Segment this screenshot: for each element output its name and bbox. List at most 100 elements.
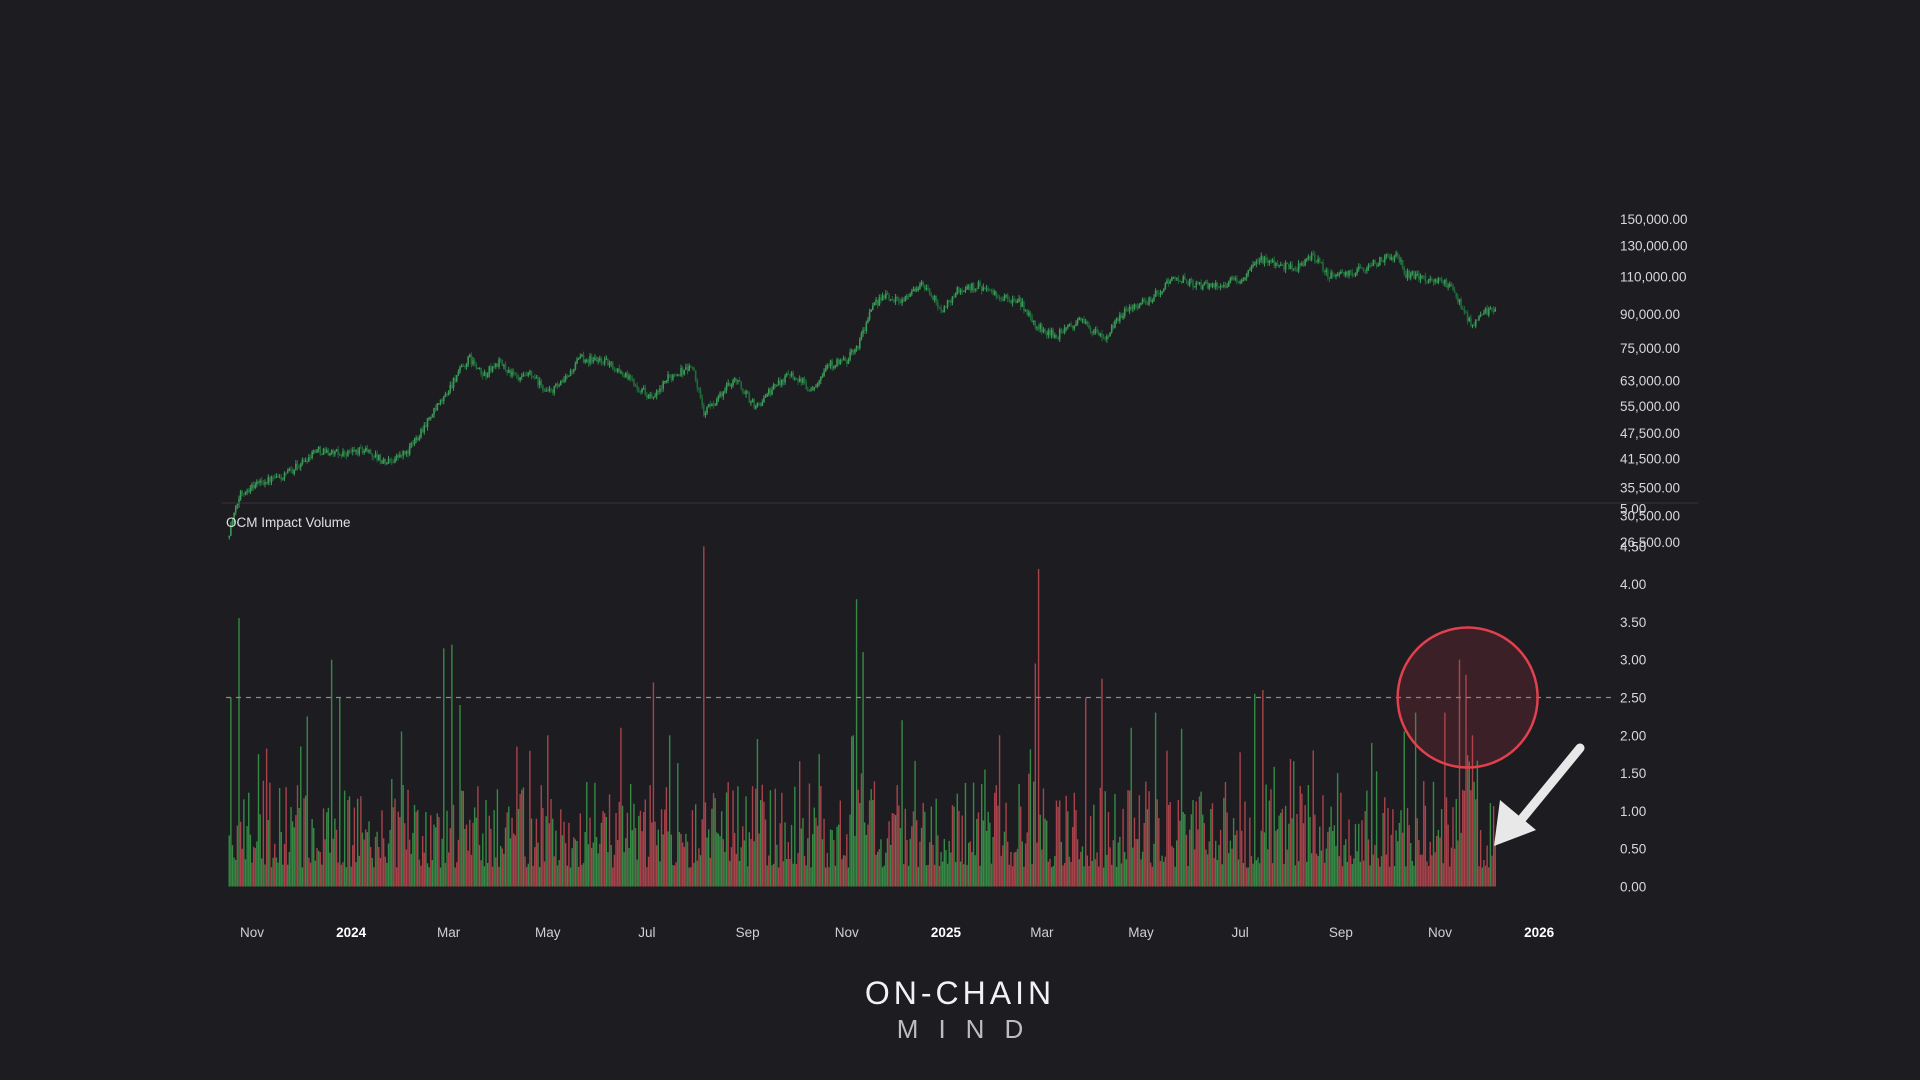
price-candle [686,367,689,371]
price-candle [1249,269,1251,271]
price-candle [540,380,543,386]
price-candle [1312,253,1315,255]
price-candle [1075,323,1077,326]
price-candle [1206,282,1209,289]
price-candle [1240,280,1243,283]
volume-bar [898,805,900,887]
price-candle [415,437,417,440]
volume-bar [447,852,450,887]
price-candle [1422,275,1425,277]
time-tick-label: Sep [736,925,760,940]
price-candle [1257,261,1259,263]
volume-bar [683,846,685,887]
price-tick-label: 41,500.00 [1620,451,1680,466]
price-candle [1028,312,1030,315]
time-tick-label: Mar [1030,925,1054,940]
volume-bar [1275,830,1277,887]
volume-bar [571,848,573,887]
volume-bar [1039,814,1041,887]
volume-bar [1135,839,1137,887]
price-candle [1185,279,1188,281]
volume-bar [727,782,729,887]
price-candle [1252,264,1254,267]
price-candle [295,463,297,470]
price-candle [1172,277,1175,279]
price-candle [1236,278,1238,282]
price-candle [1166,280,1168,284]
price-candle [1000,298,1003,300]
price-candle [800,378,803,383]
price-candle [846,360,848,364]
volume-bar [1476,760,1479,887]
price-candle [776,385,778,387]
price-tick-label: 130,000.00 [1620,239,1688,254]
volume-bar [1406,807,1409,887]
price-candle [862,329,864,334]
price-candle [922,282,924,285]
price-candle [789,374,791,376]
volume-bar [423,852,425,887]
price-candle [885,293,887,299]
price-candle [416,437,419,440]
price-candle [629,375,632,379]
price-candle [1344,271,1347,276]
price-candle [1011,299,1014,304]
price-candle [738,379,741,382]
volume-bar [654,821,656,887]
volume-bar [1384,797,1386,887]
price-candle [1195,282,1198,287]
price-candle [454,378,456,382]
price-candle [1094,329,1097,332]
price-candle [807,389,809,391]
price-candle [572,369,575,372]
price-candle [254,484,257,488]
volume-bar [431,860,434,887]
volume-bar [464,828,466,887]
volume-bar [1416,818,1418,887]
price-candle [1296,268,1298,272]
price-candle [733,378,736,381]
volume-bar [1257,857,1259,887]
price-candle [644,388,647,395]
volume-bar [1288,823,1290,887]
volume-bar [1397,841,1399,887]
price-candle [782,379,785,383]
volume-bar [615,812,617,887]
price-candles [228,250,1497,540]
price-candle [1335,274,1337,277]
price-candle [402,451,404,456]
price-candle [1323,269,1326,273]
price-candle [273,477,276,479]
volume-bar [1369,865,1371,887]
volume-bar [599,843,601,887]
price-candle [1005,295,1007,297]
volume-bar [547,735,549,887]
price-candle [1414,274,1417,279]
volume-bar [677,763,679,887]
price-candle [659,388,661,392]
price-candle [1440,278,1443,283]
price-candle [756,402,759,407]
price-candle [854,348,856,353]
volume-bar [361,832,364,887]
volume-bar [1358,823,1360,887]
price-candle [423,425,426,433]
volume-bar [1076,839,1079,887]
price-candle [1385,254,1388,257]
volume-bar [568,822,570,887]
volume-bar [356,798,359,887]
volume-bar [690,867,692,887]
price-candle [1188,278,1191,286]
price-candle [527,372,530,376]
volume-bar [662,834,664,887]
volume-bar [696,860,698,887]
volume-bar [620,727,622,887]
volume-bar [444,862,447,887]
volume-bar [1114,793,1116,887]
volume-bar [704,802,707,887]
price-tick-label: 150,000.00 [1620,212,1688,227]
volume-bar [958,810,960,887]
volume-bar [655,845,658,887]
volume-bar [1400,810,1402,887]
volume-bar [756,739,759,887]
